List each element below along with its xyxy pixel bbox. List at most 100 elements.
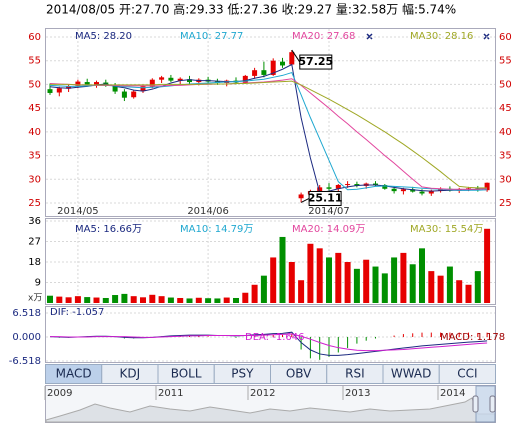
y-tick-label: -6.518 xyxy=(9,356,41,367)
volume-bar xyxy=(167,297,174,303)
volume-bar xyxy=(260,275,267,303)
y-tick-label: 50 xyxy=(28,79,41,90)
navigator-handle[interactable] xyxy=(472,395,479,413)
header: 2014/08/05 开:27.70 高:29.33 低:27.36 收:29.… xyxy=(46,2,456,17)
volume-bar xyxy=(326,257,332,303)
volume-bar xyxy=(214,298,221,303)
candle-body xyxy=(84,82,90,85)
y-tick-label: 30 xyxy=(28,174,41,185)
candle-body xyxy=(121,91,127,98)
volume-bar xyxy=(316,248,323,303)
candle-body xyxy=(484,182,490,191)
legend-entry: DEA: -1.646 xyxy=(245,332,304,343)
volume-bar xyxy=(465,284,472,303)
tab-label[interactable]: WWAD xyxy=(391,367,432,381)
candle-body xyxy=(252,70,258,76)
candle-body xyxy=(289,52,295,65)
volume-bar xyxy=(307,243,314,303)
candle-body xyxy=(112,85,118,92)
annotation-box xyxy=(308,190,342,206)
x-tick-label: 2014/07 xyxy=(308,206,350,217)
candle-body xyxy=(382,184,388,189)
tab-label[interactable]: CCI xyxy=(457,367,477,381)
volume-bar xyxy=(251,284,258,303)
year-label: 2014 xyxy=(440,388,465,399)
candle-body xyxy=(326,187,332,189)
volume-bar xyxy=(233,297,239,303)
candle-body xyxy=(177,78,183,81)
line xyxy=(49,331,488,356)
volume-bar xyxy=(446,266,453,303)
volume-bar xyxy=(428,271,435,303)
candle-body xyxy=(345,184,351,186)
volume-bar xyxy=(65,297,72,303)
annotation-pointer xyxy=(300,198,310,203)
candle-body xyxy=(428,190,434,194)
legend-entry: MA20: 14.09万 xyxy=(292,224,365,235)
y-tick-label: 60 xyxy=(28,32,41,43)
volume-bar xyxy=(158,296,165,303)
legend-entry: MACD: 1.178 xyxy=(440,332,505,343)
line xyxy=(49,63,488,194)
candle-body xyxy=(280,61,285,66)
legend-entry: MA30: 28.16 xyxy=(410,31,473,42)
macd-panel xyxy=(45,306,496,363)
volume-bar xyxy=(47,295,53,303)
y-tick-label: 0.000 xyxy=(12,332,41,343)
volume-panel xyxy=(45,218,496,305)
candle-body xyxy=(66,86,72,89)
volume-bar xyxy=(186,298,193,303)
legend-entry: DIF: -1.057 xyxy=(50,307,104,318)
tab-label[interactable]: PSY xyxy=(231,367,254,381)
candle-body xyxy=(335,184,341,189)
volume-bar xyxy=(437,275,444,303)
legend-entry: MA5: 16.66万 xyxy=(75,224,142,235)
y-tick-label: 27 xyxy=(28,237,41,248)
candle-body xyxy=(140,86,146,92)
tab[interactable] xyxy=(438,364,496,384)
year-label: 2013 xyxy=(345,388,370,399)
tab-label[interactable]: RSI xyxy=(345,367,365,381)
navigator-handle[interactable] xyxy=(489,395,496,413)
volume-bar xyxy=(279,236,286,303)
tab-label[interactable]: KDJ xyxy=(120,367,141,381)
legend-entry: MA30: 15.54万 xyxy=(410,224,483,235)
y-tick-label: 6.518 xyxy=(12,308,41,319)
volume-bar xyxy=(419,248,425,303)
y-tick-label: 55 xyxy=(499,56,512,67)
volume-bar xyxy=(484,228,491,303)
volume-bar xyxy=(372,266,379,303)
volume-bar xyxy=(93,297,100,303)
tab-label[interactable]: OBV xyxy=(286,367,312,381)
y-tick-label: 36 xyxy=(28,216,41,227)
volume-bar xyxy=(177,297,184,303)
candle-body xyxy=(270,60,276,75)
volume-bar xyxy=(205,298,212,303)
annotation-pointer xyxy=(291,49,301,63)
volume-bar xyxy=(391,257,398,303)
candle-body xyxy=(391,188,397,192)
volume-bar xyxy=(112,295,119,303)
volume-bar xyxy=(335,252,342,303)
volume-bar xyxy=(121,293,128,303)
candle-body xyxy=(159,77,165,80)
candle-body xyxy=(187,79,192,83)
volume-bar xyxy=(456,280,463,303)
volume-bar xyxy=(74,296,81,303)
line xyxy=(50,333,488,352)
unit-label: x万 xyxy=(28,294,42,304)
tab-label[interactable]: BOLL xyxy=(171,367,202,381)
volume-bar xyxy=(140,297,146,303)
volume-bar xyxy=(102,297,109,303)
y-tick-label: 45 xyxy=(28,103,41,114)
y-tick-label: 40 xyxy=(28,127,41,138)
year-label: 2009 xyxy=(47,388,72,399)
price-panel xyxy=(45,28,496,217)
y-tick-label: 40 xyxy=(499,127,512,138)
annotation: 25.11 xyxy=(308,191,343,204)
year-label: 2012 xyxy=(250,388,275,399)
candle-body xyxy=(261,70,267,75)
annotation-box xyxy=(299,54,333,70)
tab-label[interactable]: MACD xyxy=(56,367,92,381)
